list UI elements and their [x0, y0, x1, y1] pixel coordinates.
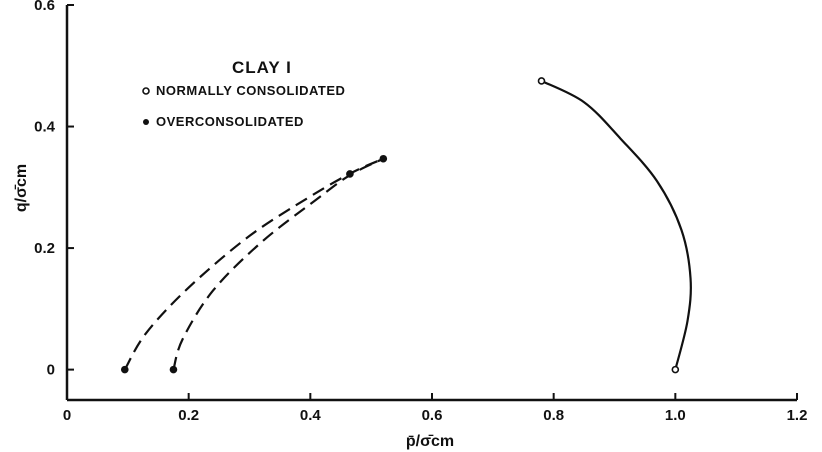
x-axis-label: p̄/σ̄cm	[406, 433, 454, 450]
y-ticks: 0 0.2 0.4 0.6	[34, 0, 74, 379]
series-line-1	[541, 79, 692, 370]
legend-title: CLAY I	[232, 58, 292, 77]
legend-label-overconsolidated: OVERCONSOLIDATED	[156, 114, 304, 129]
y-tick-label: 0	[47, 362, 55, 379]
x-tick-label: 1.0	[665, 407, 686, 424]
x-tick-label: 0.4	[300, 407, 322, 424]
data-point-filled	[379, 154, 388, 163]
data-point-filled	[346, 170, 354, 178]
legend-marker-open	[142, 87, 150, 95]
data-point-open	[537, 77, 546, 85]
data-point-filled	[120, 365, 129, 374]
series-layer	[120, 77, 692, 374]
legend-marker-filled	[143, 119, 149, 125]
x-tick-label: 0.2	[178, 407, 199, 424]
y-tick-label: 0.4	[34, 119, 56, 136]
y-axis-label: q/σ̄cm	[13, 164, 30, 212]
series-line-2	[123, 157, 384, 371]
plot-area: 0 0.2 0.4 0.6 0.8 1.0 1.2 0 0.2 0.4 0.6	[34, 0, 807, 424]
x-ticks: 0 0.2 0.4 0.6 0.8 1.0 1.2	[63, 393, 808, 424]
legend: CLAY I NORMALLY CONSOLIDATED OVERCONSOLI…	[142, 58, 345, 129]
data-point-filled	[169, 365, 178, 374]
x-tick-label: 0.8	[543, 407, 564, 424]
x-tick-label: 0	[63, 407, 71, 424]
y-tick-label: 0.2	[34, 240, 55, 257]
legend-label-normally-consolidated: NORMALLY CONSOLIDATED	[156, 83, 345, 98]
series-line-3	[172, 157, 384, 370]
x-tick-label: 0.6	[422, 407, 443, 424]
y-tick-label: 0.6	[34, 0, 55, 14]
data-point-open	[671, 365, 680, 374]
x-tick-label: 1.2	[787, 407, 808, 424]
